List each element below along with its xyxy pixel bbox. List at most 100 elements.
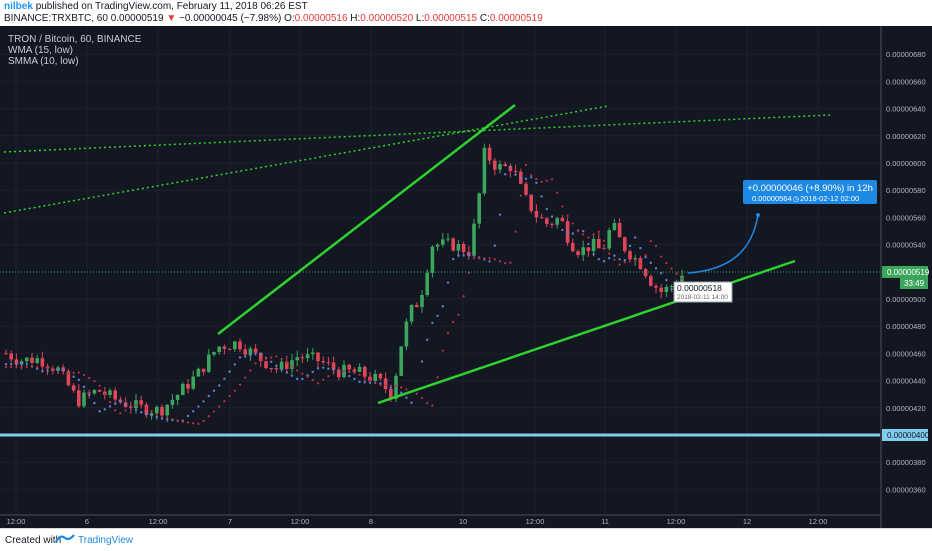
candle: [487, 144, 492, 165]
smma-point: [545, 179, 548, 182]
smma-point: [670, 267, 673, 270]
wma-point: [218, 384, 221, 387]
candle: [472, 218, 476, 258]
candle: [628, 249, 632, 263]
wma-point: [249, 354, 252, 357]
smma-point: [602, 239, 606, 242]
candle: [181, 382, 185, 396]
projection-path[interactable]: [687, 214, 759, 274]
wma-point: [228, 370, 231, 373]
wma-point: [254, 353, 257, 356]
price-tick-label: 0.00000540: [886, 241, 926, 250]
legend-smma[interactable]: SMMA (10, low): [8, 56, 79, 67]
candle: [40, 351, 45, 374]
smma-point: [88, 376, 91, 380]
price-tick-label: 0.00000580: [886, 186, 926, 195]
wma-point: [644, 256, 647, 259]
wma-point: [202, 400, 205, 403]
wma-point: [77, 378, 81, 382]
time-axis[interactable]: 12:00 6 12:00 7 12:00 8 10 12:00 11 12:00 12 12:00: [7, 517, 828, 526]
candle: [217, 346, 221, 355]
wma-point: [509, 165, 512, 169]
smma-point: [51, 369, 54, 372]
support-price-tag: 0.00000400: [882, 429, 930, 441]
open-label: O:: [284, 13, 295, 24]
smma-point: [493, 258, 496, 261]
candle: [113, 387, 117, 406]
time-tick-label: 12: [743, 517, 751, 526]
candle: [311, 348, 315, 360]
wma-point: [244, 355, 247, 358]
candle: [451, 237, 455, 252]
wma-point: [270, 360, 273, 363]
smma-point: [400, 386, 403, 389]
smma-point: [628, 258, 632, 261]
smma-point: [134, 403, 138, 406]
projection-label[interactable]: +0.00000046 (+8.90%) in 12h 0.00000564 2…: [743, 180, 877, 204]
price-tick-label: 0.00000680: [886, 50, 926, 59]
current-price-value: 0.00000519: [887, 268, 930, 277]
candle: [305, 347, 310, 362]
wma-point: [462, 254, 465, 257]
smma-point: [93, 380, 96, 383]
projection-price: 0.00000564: [752, 194, 792, 203]
author-link[interactable]: nilbek: [4, 1, 33, 12]
upper-trendline[interactable]: [217, 104, 516, 335]
smma-point: [311, 379, 314, 382]
down-arrow-icon: ▼: [166, 13, 177, 24]
smma-point: [561, 205, 564, 208]
smma-point: [82, 373, 86, 376]
chart-area[interactable]: +0.00000046 (+8.90%) in 12h 0.00000564 2…: [0, 26, 932, 528]
legend-wma[interactable]: WMA (15, low): [8, 45, 74, 56]
candle: [14, 353, 19, 369]
dotted-trendline-steep[interactable]: [3, 105, 609, 214]
smma-point: [597, 230, 600, 233]
candle: [399, 346, 403, 377]
time-tick-label: 12:00: [667, 517, 686, 526]
smma-point: [67, 372, 70, 375]
price-tick-label: 0.00000440: [886, 377, 926, 386]
candle: [654, 283, 658, 294]
price-tick-label: 0.00000460: [886, 349, 926, 358]
smma-point: [244, 376, 247, 379]
projection-endpoint: [756, 213, 760, 217]
smma-point: [332, 371, 335, 374]
wma-point: [316, 367, 320, 370]
low-value: 0.00000515: [424, 13, 478, 24]
dotted-trendline-long[interactable]: [3, 114, 831, 153]
smma-point: [374, 382, 377, 385]
smma-point: [62, 372, 65, 375]
wma-point: [493, 244, 496, 247]
candle: [534, 204, 539, 223]
smma-point: [192, 422, 195, 425]
candle: [4, 349, 8, 355]
candle: [290, 354, 294, 374]
wma-point: [488, 260, 491, 263]
smma-point: [306, 375, 309, 379]
wma-point: [582, 230, 585, 233]
price-axis[interactable]: 0.00000680 0.00000660 0.00000640 0.00000620…: [886, 50, 926, 494]
smma-point: [223, 400, 226, 403]
smma-point: [363, 376, 366, 379]
price-chart[interactable]: +0.00000046 (+8.90%) in 12h 0.00000564 2…: [0, 26, 932, 528]
wma-point: [72, 375, 75, 378]
price-tick-label: 0.00000620: [886, 132, 926, 141]
wma-point: [587, 242, 590, 246]
wma-point: [259, 352, 262, 356]
wma-point: [368, 381, 372, 384]
price-marker[interactable]: 0.00000518 2018-02-11 14:00: [673, 281, 733, 303]
wma-point: [358, 380, 361, 383]
tradingview-logo-icon[interactable]: [55, 533, 75, 548]
candle: [638, 255, 643, 270]
wma-point: [467, 254, 470, 257]
smma-point: [431, 404, 434, 407]
tradingview-brand[interactable]: TradingView: [78, 535, 134, 546]
candle: [321, 356, 325, 365]
candle: [45, 363, 50, 376]
wma-point: [654, 267, 658, 270]
smma-point: [488, 257, 491, 260]
wma-point: [540, 195, 543, 198]
legend-title: TRON / Bitcoin, 60, BINANCE: [8, 34, 142, 45]
symbol-label: BINANCE:TRXBTC, 60: [4, 13, 108, 24]
wma-point: [306, 374, 309, 377]
